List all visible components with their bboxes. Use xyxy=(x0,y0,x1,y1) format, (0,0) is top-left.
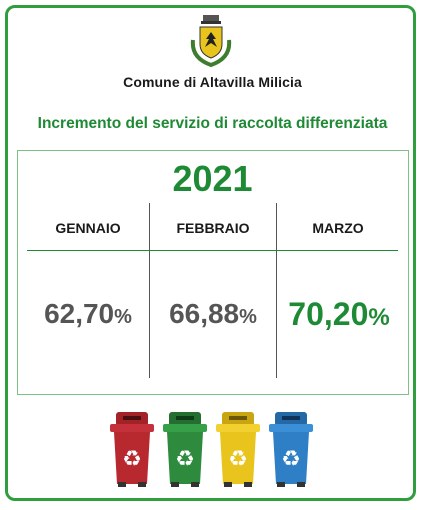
svg-text:♻: ♻ xyxy=(228,447,248,472)
value-gennaio: 62,70% xyxy=(27,298,149,330)
header-divider xyxy=(27,250,398,251)
organization-name: Comune di Altavilla Milicia xyxy=(123,74,302,90)
month-label-marzo: MARZO xyxy=(312,220,364,236)
svg-text:♻: ♻ xyxy=(175,447,195,472)
page-title: Incremento del servizio di raccolta diff… xyxy=(37,115,388,132)
column-divider xyxy=(149,203,150,378)
year-heading: 2021 xyxy=(172,158,253,199)
svg-text:♻: ♻ xyxy=(281,447,301,472)
value-number: 62,70 xyxy=(44,298,115,329)
svg-text:♻: ♻ xyxy=(122,447,142,472)
month-label-febbraio: FEBBRAIO xyxy=(176,220,250,236)
percent-sign: % xyxy=(239,306,257,328)
page-frame xyxy=(5,5,416,501)
value-number: 70,20 xyxy=(288,296,369,332)
stats-table xyxy=(17,150,409,395)
red-recycle-bin-icon: ♻ xyxy=(110,412,154,487)
yellow-recycle-bin-icon: ♻ xyxy=(216,412,260,487)
column-divider xyxy=(276,203,277,378)
value-marzo: 70,20% xyxy=(277,296,401,333)
blue-recycle-bin-icon: ♻ xyxy=(269,412,313,487)
recycling-bins: ♻ ♻ ♻ ♻ xyxy=(108,410,320,490)
month-label-gennaio: GENNAIO xyxy=(55,220,121,236)
value-number: 66,88 xyxy=(169,298,240,329)
percent-sign: % xyxy=(368,304,390,331)
value-febbraio: 66,88% xyxy=(150,298,276,330)
coat-of-arms-icon xyxy=(190,15,232,68)
green-recycle-bin-icon: ♻ xyxy=(163,412,207,487)
percent-sign: % xyxy=(114,306,132,328)
